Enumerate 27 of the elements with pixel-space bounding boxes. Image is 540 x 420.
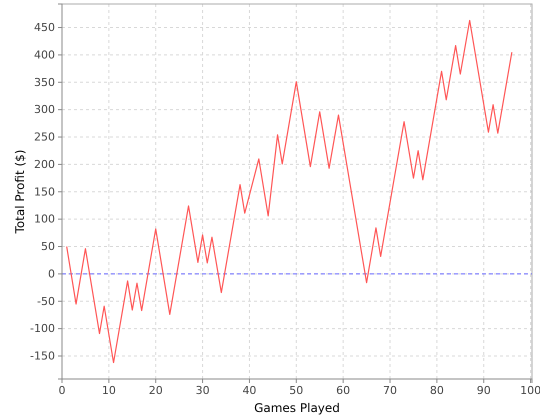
x-tick-label: 40: [242, 384, 256, 397]
x-tick-label: 90: [476, 384, 491, 397]
x-axis-title: Games Played: [254, 401, 340, 415]
y-tick-label: 150: [34, 185, 55, 198]
y-tick-label: 0: [48, 267, 55, 280]
y-tick-label: 250: [34, 130, 55, 144]
x-tick-label: 10: [102, 384, 116, 397]
y-axis-title: Total Profit ($): [13, 150, 27, 234]
x-tick-label: 70: [383, 384, 398, 397]
line-series: [66, 20, 512, 364]
y-tick-label: 300: [34, 103, 55, 116]
y-tick-label: 100: [34, 212, 55, 226]
x-tick-label: 20: [148, 384, 163, 397]
y-tick-label: 350: [34, 76, 55, 89]
x-tick-label: 60: [336, 384, 350, 397]
y-tick-label: 200: [34, 158, 55, 171]
y-tick-label: -100: [30, 322, 55, 336]
y-tick-label: 400: [34, 48, 55, 62]
x-tick-label: 50: [289, 384, 304, 397]
y-tick-label: -150: [30, 350, 55, 363]
x-tick-label: 80: [430, 384, 444, 397]
y-tick-label: 450: [34, 21, 55, 34]
x-tick-label: 30: [196, 384, 210, 397]
y-tick-label: -50: [37, 294, 55, 308]
x-tick-label: 0: [58, 384, 66, 397]
y-tick-label: 50: [41, 240, 55, 254]
x-tick-label: 100: [520, 384, 540, 397]
